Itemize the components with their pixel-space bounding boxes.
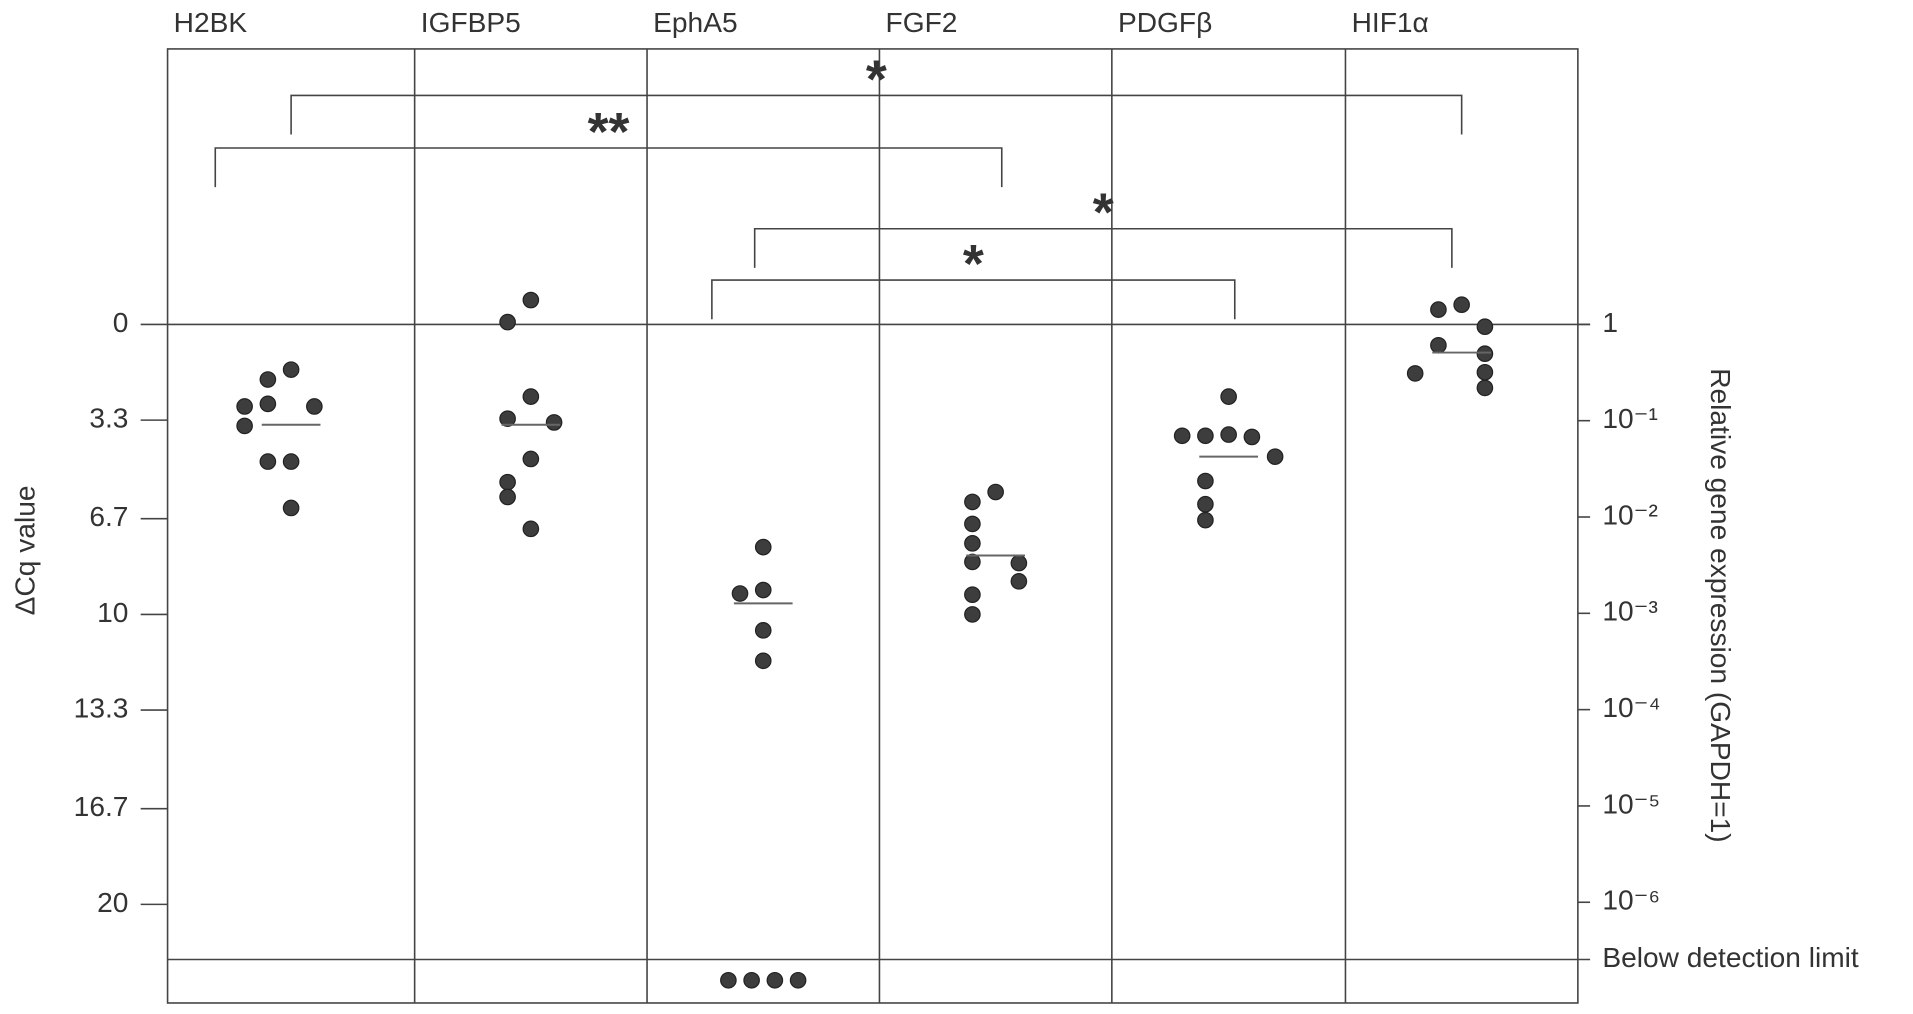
data-dot: [1266, 448, 1284, 465]
y2-tick-label: 10⁻²: [1602, 499, 1658, 530]
significance-bracket: [711, 279, 1236, 320]
data-dot: [1406, 365, 1424, 382]
data-dot: [522, 388, 540, 405]
data-dot: [1476, 379, 1494, 397]
significance-label: *: [1093, 183, 1114, 243]
y2-tick-label: 10⁻⁴: [1602, 692, 1660, 723]
y-tick-label: 3.3: [89, 403, 128, 434]
data-dot: [1476, 318, 1494, 336]
data-dot: [964, 515, 981, 533]
category-label: FGF2: [886, 7, 958, 38]
data-dot: [1220, 426, 1237, 443]
data-dot: [1430, 301, 1447, 318]
data-dot: [1010, 573, 1028, 590]
y2-tick-label: 1: [1602, 307, 1618, 338]
data-dot: [259, 371, 277, 388]
category-label: PDGFβ: [1118, 7, 1212, 38]
data-dot: [259, 395, 277, 413]
data-dot: [499, 488, 516, 506]
y-tick-label: 20: [97, 887, 128, 918]
significance-label: *: [866, 49, 887, 109]
data-dot: [964, 553, 981, 571]
data-dot: [1173, 427, 1191, 445]
data-dot: [522, 520, 540, 538]
significance-bracket: [214, 147, 1003, 188]
data-dot: [1430, 336, 1447, 354]
data-dot: [522, 450, 540, 468]
data-dot: [545, 414, 563, 431]
below-detection-dot: [766, 971, 784, 989]
y2-tick-label: 10⁻⁶: [1602, 885, 1660, 916]
detection-limit-label: Below detection limit: [1602, 942, 1859, 973]
data-dot: [964, 535, 981, 552]
data-dot: [499, 473, 516, 491]
data-dot: [964, 606, 981, 623]
category-label: IGFBP5: [421, 7, 521, 38]
y-tick-label: 16.7: [74, 791, 129, 822]
data-dot: [1453, 296, 1470, 314]
data-dot: [1010, 554, 1028, 572]
data-dot: [306, 398, 323, 415]
category-label: H2BK: [174, 7, 248, 38]
y-tick-label: 0: [113, 307, 129, 338]
data-dot: [754, 538, 772, 556]
category-label: HIF1α: [1352, 7, 1429, 38]
significance-bracket: [753, 227, 1453, 268]
data-dot: [282, 361, 300, 378]
data-dot: [1220, 388, 1237, 405]
below-detection-dot: [720, 971, 737, 989]
y2-tick-label: 10⁻⁵: [1602, 788, 1660, 819]
data-dot: [499, 410, 516, 427]
data-dot: [1243, 428, 1261, 446]
below-detection-dot: [789, 971, 807, 989]
y-axis-label: ΔCq value: [9, 486, 40, 616]
data-dot: [754, 652, 772, 670]
y-tick-label: 6.7: [89, 501, 128, 532]
y-tick-label: 13.3: [74, 693, 129, 724]
data-dot: [499, 313, 516, 331]
category-label: EphA5: [653, 7, 737, 38]
data-dot: [1197, 427, 1214, 445]
data-dot: [964, 493, 981, 511]
data-dot: [1476, 363, 1494, 381]
significance-label: *: [963, 234, 984, 294]
data-dot: [1197, 472, 1214, 490]
significance-bracket: [290, 94, 1463, 135]
data-dot: [754, 581, 772, 599]
significance-label: **: [588, 102, 630, 162]
y2-tick-label: 10⁻¹: [1602, 403, 1658, 434]
data-dot: [754, 622, 772, 639]
y-tick-label: 10: [97, 597, 128, 628]
data-dot: [236, 417, 253, 435]
data-dot: [1197, 495, 1214, 513]
plot-frame: [166, 48, 1579, 1004]
y2-tick-label: 10⁻³: [1602, 596, 1658, 627]
data-dot: [236, 398, 253, 415]
data-dot: [282, 453, 300, 470]
below-detection-dot: [743, 971, 760, 989]
y2-axis-label: Relative gene expression (GAPDH=1): [1705, 368, 1736, 842]
data-dot: [1476, 345, 1494, 363]
data-dot: [987, 483, 1004, 501]
data-dot: [259, 453, 277, 470]
data-dot: [282, 499, 300, 517]
data-dot: [1197, 511, 1214, 529]
data-dot: [964, 586, 981, 604]
data-dot: [522, 291, 540, 309]
data-dot: [731, 585, 749, 602]
